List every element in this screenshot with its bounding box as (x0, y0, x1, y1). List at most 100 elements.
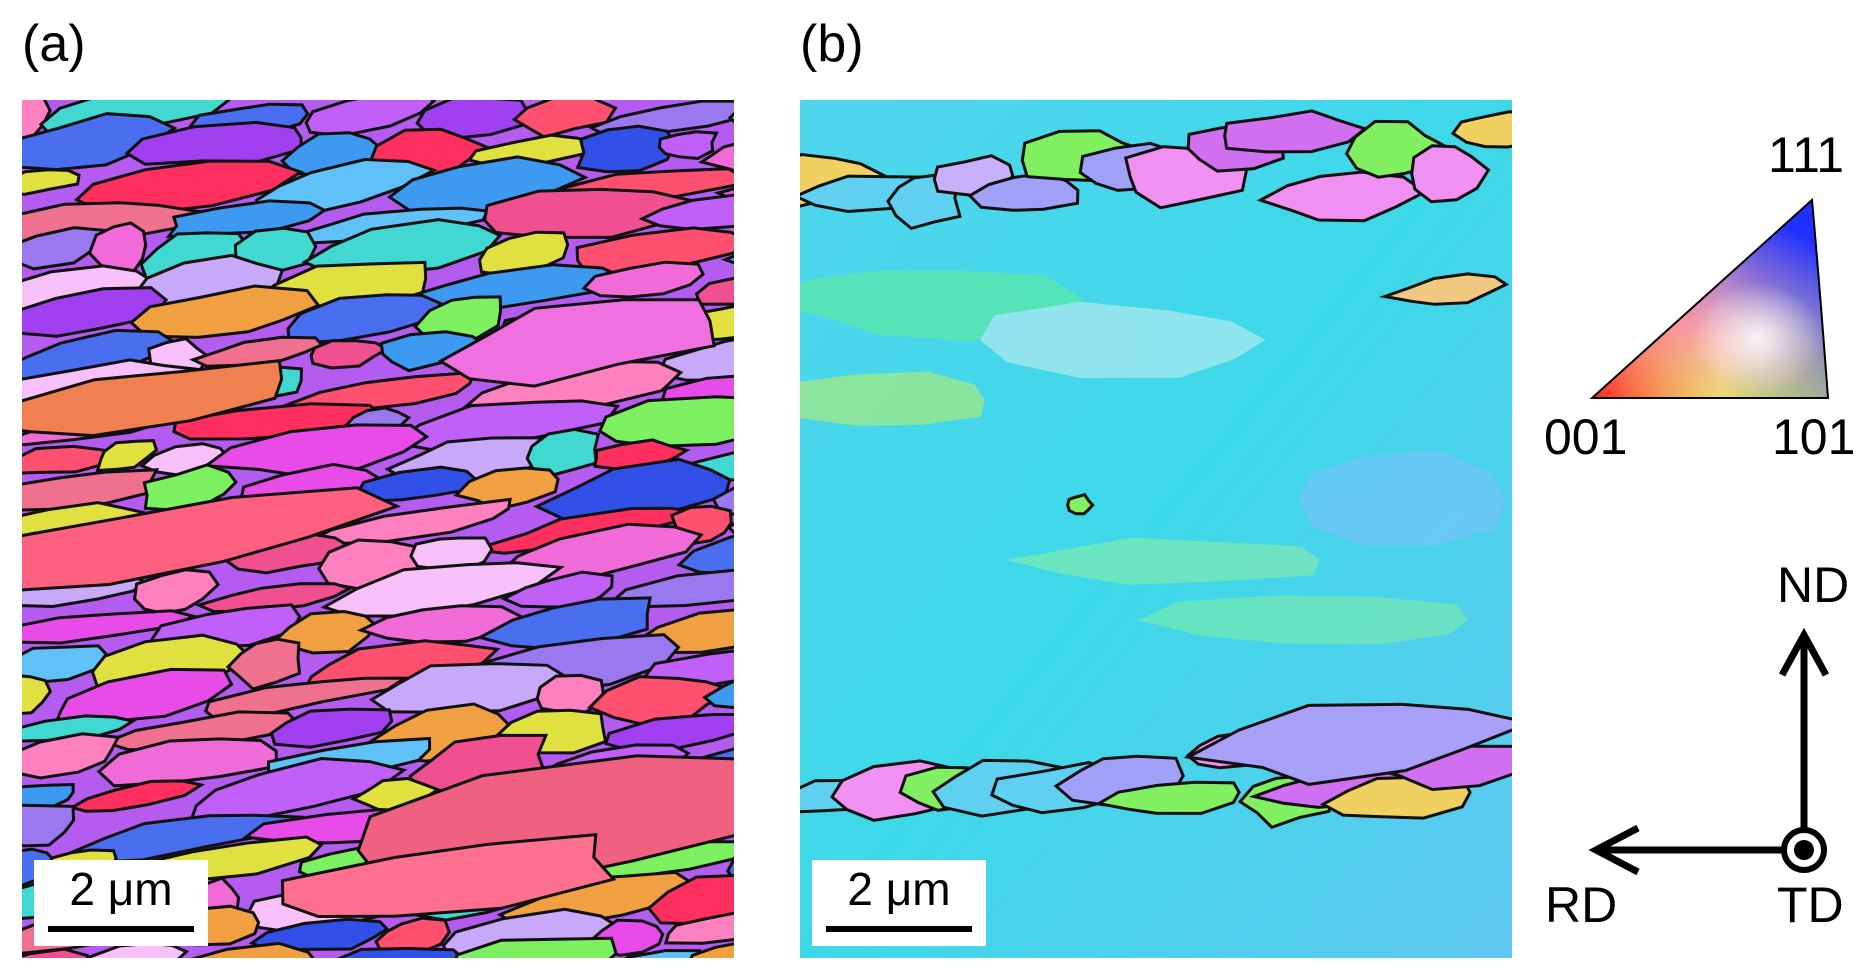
grain (1450, 110, 1512, 149)
grain (22, 468, 160, 512)
grain (74, 159, 305, 215)
grain (702, 679, 734, 710)
grain (22, 286, 169, 338)
scale-bar-a-line (48, 926, 194, 932)
grain (1066, 492, 1095, 516)
grain (22, 226, 108, 271)
ipf-label-101: 101 (1772, 409, 1856, 465)
grain (727, 111, 734, 124)
scale-bar-a-label: 2 μm (69, 863, 173, 915)
grain (225, 637, 302, 691)
grain (689, 942, 734, 958)
scale-bar-b-line (826, 926, 972, 932)
ipf-color-triangle-icon (1589, 197, 1830, 399)
axis-label-nd: ND (1777, 557, 1850, 613)
grain (980, 301, 1266, 378)
grain (437, 298, 716, 388)
grain (189, 335, 325, 368)
grain (698, 142, 734, 173)
grain (575, 226, 734, 276)
scale-bar-b-label: 2 μm (847, 863, 951, 915)
grain (269, 707, 394, 749)
grain (22, 444, 127, 475)
grain (22, 732, 121, 780)
scale-bar-b: 2 μm (812, 860, 986, 946)
grain (96, 737, 278, 788)
grain (124, 120, 304, 166)
grain (22, 674, 53, 715)
arrow-up-icon (1778, 627, 1830, 850)
sample-axes-diagram (1588, 627, 1830, 876)
grain (22, 168, 81, 196)
grain (1298, 449, 1506, 547)
grain (309, 339, 390, 370)
grain (1410, 144, 1491, 204)
grain (413, 295, 503, 340)
grain (726, 522, 734, 535)
grain (483, 187, 701, 239)
grain (415, 100, 529, 140)
grain (22, 644, 110, 685)
grain (320, 561, 565, 618)
grain (128, 284, 321, 339)
grain (604, 712, 734, 755)
grain (254, 157, 438, 217)
grain (1378, 272, 1510, 306)
grain (280, 832, 617, 919)
grain (533, 457, 732, 526)
grain (597, 395, 734, 448)
ipf-label-111: 111 (1768, 127, 1845, 183)
ebsd-map-a: 2 μm (22, 100, 734, 958)
panel-label-b: (b) (800, 15, 864, 73)
grain (453, 466, 560, 512)
axis-label-rd: RD (1545, 877, 1618, 933)
grain (22, 803, 76, 848)
grain (22, 486, 401, 592)
grain (1223, 109, 1369, 154)
grain (133, 568, 221, 615)
grain (720, 254, 734, 265)
grain (87, 221, 148, 279)
grain (800, 371, 985, 426)
grain (22, 359, 284, 438)
grain (22, 112, 178, 172)
grain (657, 130, 719, 161)
grain (638, 193, 734, 232)
grain (624, 948, 707, 958)
grain (646, 874, 734, 926)
grain (1094, 780, 1241, 815)
grain (95, 439, 159, 473)
grain (575, 124, 678, 174)
grain (581, 260, 705, 299)
grain (194, 582, 354, 614)
grain (304, 100, 437, 138)
grain (52, 667, 234, 731)
grain (22, 609, 199, 645)
grain (663, 911, 734, 945)
grain (676, 534, 734, 576)
grain (286, 293, 443, 346)
grain (368, 662, 570, 714)
out-of-plane-circle-dot-icon (1781, 827, 1827, 873)
grain (1006, 537, 1320, 585)
arrow-left-icon (1588, 824, 1786, 876)
grain (1138, 595, 1468, 645)
grain (187, 756, 408, 826)
ebsd-map-b: 2 μm (800, 100, 1512, 958)
grain (203, 676, 410, 720)
axis-label-td: TD (1777, 877, 1844, 933)
grain (190, 941, 315, 958)
scale-bar-a: 2 μm (34, 860, 208, 946)
grain (301, 218, 503, 277)
ebsd-map-a-image (22, 100, 734, 958)
grain (248, 917, 390, 952)
grain (1183, 702, 1512, 786)
grain (22, 947, 90, 958)
grain (725, 856, 734, 882)
ipf-label-001: 001 (1544, 409, 1628, 465)
grain (511, 100, 618, 139)
ebsd-map-b-image (800, 100, 1512, 958)
grain (694, 276, 734, 306)
panel-label-a: (a) (22, 15, 86, 73)
grain (454, 936, 618, 958)
